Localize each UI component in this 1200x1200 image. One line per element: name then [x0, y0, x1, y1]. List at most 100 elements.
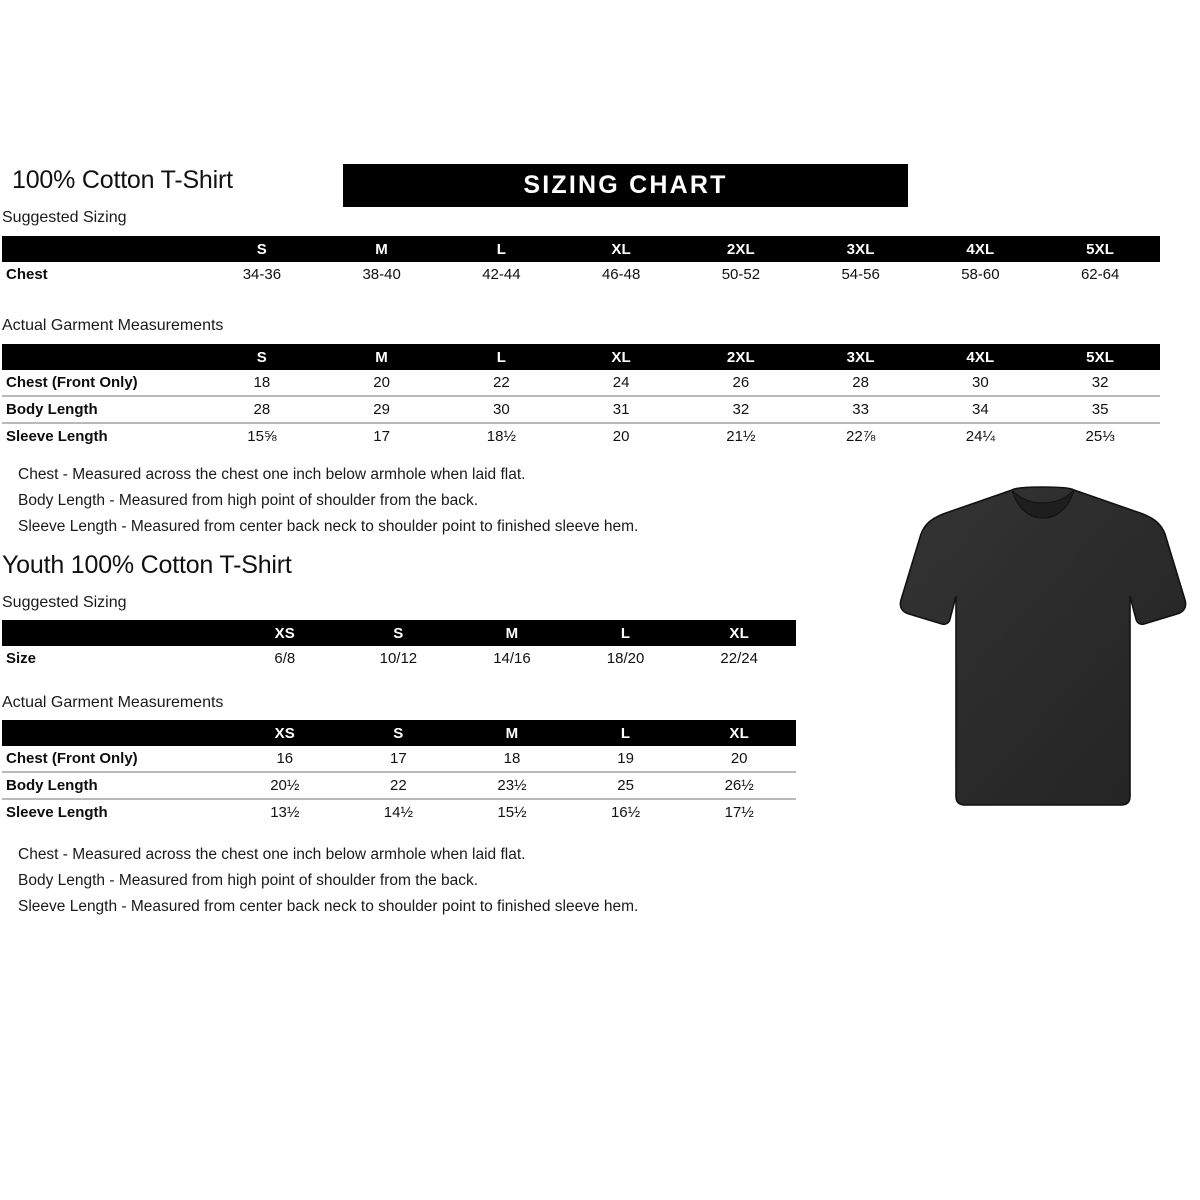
- cell-value: 22: [493, 374, 510, 391]
- column-header-s: S: [256, 240, 267, 258]
- column-header: [2, 236, 202, 262]
- page-title: 100% Cotton T-Shirt: [12, 166, 233, 194]
- row-label: Sleeve Length: [2, 798, 228, 825]
- youth-actual-measurements-table: XS S M L XL Chest (Front Only) 16 17 18 …: [2, 720, 796, 825]
- column-header-3xl: 3XL: [846, 348, 875, 366]
- column-header-xs: XS: [274, 724, 295, 742]
- cell-value: 58-60: [961, 266, 1000, 283]
- note-body-length: Body Length - Measured from high point o…: [18, 492, 479, 509]
- column-header-4xl: 4XL: [966, 240, 995, 258]
- sizing-chart-banner-label: SIZING CHART: [523, 171, 728, 199]
- cell-value: 18: [503, 750, 521, 767]
- cell-value: 20: [561, 422, 681, 449]
- column-header-s: S: [393, 624, 404, 642]
- note-chest: Chest - Measured across the chest one in…: [18, 466, 526, 483]
- adult-actual-measurements-caption: Actual Garment Measurements: [2, 317, 224, 334]
- cell-value: 16: [276, 750, 294, 767]
- cell-value: 14½: [341, 798, 456, 825]
- cell-value: 14/16: [493, 650, 531, 667]
- cell-value: 34-36: [242, 266, 282, 283]
- cell-value: 35: [1040, 395, 1160, 423]
- note-sleeve-length: Sleeve Length - Measured from center bac…: [18, 898, 639, 915]
- table-header-row: S M L XL 2XL 3XL 4XL 5XL: [2, 344, 1160, 370]
- cell-value: 17: [390, 750, 407, 767]
- row-label: Chest (Front Only): [6, 374, 138, 391]
- note-body-length: Body Length - Measured from high point o…: [18, 872, 479, 889]
- cell-value: 30: [441, 395, 562, 423]
- column-header: [2, 344, 202, 370]
- cell-value: 15⅝: [202, 422, 322, 449]
- column-header-xl: XL: [729, 724, 749, 742]
- cell-value: 25: [568, 771, 683, 799]
- cell-value: 21½: [681, 422, 801, 449]
- cell-value: 22⅞: [800, 422, 921, 449]
- column-header-3xl: 3XL: [846, 240, 875, 258]
- note-sleeve-length: Sleeve Length - Measured from center bac…: [18, 518, 639, 535]
- cell-value: 50-52: [721, 266, 761, 283]
- column-header-xl: XL: [611, 240, 631, 258]
- cell-value: 54-56: [841, 266, 880, 283]
- youth-suggested-sizing-table: XS S M L XL Size 6/8 10/12 14/16 18/20 2…: [2, 620, 796, 671]
- page-header: 100% Cotton T-Shirt SIZING CHART: [12, 164, 1188, 208]
- cell-value: 31: [561, 395, 681, 423]
- column-header-xl: XL: [729, 624, 749, 642]
- cell-value: 33: [800, 395, 921, 423]
- cell-value: 29: [321, 395, 442, 423]
- adult-measurement-notes: Chest - Measured across the chest one in…: [18, 462, 638, 540]
- column-header-xs: XS: [274, 624, 295, 642]
- adult-suggested-sizing-table: S M L XL 2XL 3XL 4XL 5XL Chest 34-36 38-…: [2, 236, 1160, 287]
- cell-value: 10/12: [379, 650, 418, 667]
- cell-value: 42-44: [482, 266, 521, 283]
- cell-value: 32: [681, 395, 801, 423]
- table-row: Chest (Front Only) 16 17 18 19 20: [2, 746, 796, 772]
- cell-value: 26½: [682, 771, 796, 799]
- youth-actual-measurements-caption: Actual Garment Measurements: [2, 694, 224, 711]
- column-header-2xl: 2XL: [726, 348, 755, 366]
- column-header-s: S: [256, 348, 267, 366]
- cell-value: 32: [1091, 374, 1109, 391]
- cell-value: 18: [253, 374, 271, 391]
- sizing-chart-banner: SIZING CHART: [343, 164, 908, 207]
- cell-value: 19: [617, 750, 634, 767]
- cell-value: 26: [732, 374, 750, 391]
- cell-value: 24: [612, 374, 630, 391]
- column-header-5xl: 5XL: [1086, 348, 1115, 366]
- column-header-l: L: [620, 624, 631, 642]
- cell-value: 17½: [682, 798, 796, 825]
- row-label: Size: [6, 650, 37, 667]
- note-chest: Chest - Measured across the chest one in…: [18, 846, 526, 863]
- column-header-xl: XL: [611, 348, 631, 366]
- row-label: Chest: [6, 266, 48, 283]
- table-row: Chest 34-36 38-40 42-44 46-48 50-52 54-5…: [2, 262, 1160, 287]
- cell-value: 30: [972, 374, 989, 391]
- cell-value: 17: [321, 422, 442, 449]
- cell-value: 22/24: [720, 650, 758, 667]
- column-header-l: L: [496, 240, 507, 258]
- tshirt-illustration: [893, 478, 1193, 818]
- column-header-l: L: [620, 724, 631, 742]
- column-header-m: M: [375, 348, 388, 366]
- youth-measurement-notes: Chest - Measured across the chest one in…: [18, 842, 638, 920]
- cell-value: 18½: [441, 422, 562, 449]
- column-header-2xl: 2XL: [726, 240, 755, 258]
- column-header-m: M: [505, 624, 519, 642]
- table-row: Chest (Front Only) 18 20 22 24 26 28 30 …: [2, 370, 1160, 396]
- cell-value: 23½: [455, 771, 569, 799]
- column-header-s: S: [393, 724, 404, 742]
- row-label: Body Length: [2, 395, 202, 423]
- table-header-row: XS S M L XL: [2, 620, 796, 646]
- cell-value: 25⅓: [1040, 422, 1160, 449]
- cell-value: 20: [373, 374, 390, 391]
- cell-value: 28: [202, 395, 322, 423]
- youth-section-title: Youth 100% Cotton T-Shirt: [2, 551, 292, 579]
- cell-value: 18/20: [606, 650, 645, 667]
- column-header-4xl: 4XL: [966, 348, 995, 366]
- cell-value: 6/8: [274, 650, 296, 667]
- table-header-row: S M L XL 2XL 3XL 4XL 5XL: [2, 236, 1160, 262]
- adult-suggested-sizing-caption: Suggested Sizing: [2, 209, 127, 226]
- cell-value: 13½: [228, 798, 342, 825]
- cell-value: 20: [730, 750, 748, 767]
- cell-value: 34: [920, 395, 1041, 423]
- table-row: Size 6/8 10/12 14/16 18/20 22/24: [2, 646, 796, 671]
